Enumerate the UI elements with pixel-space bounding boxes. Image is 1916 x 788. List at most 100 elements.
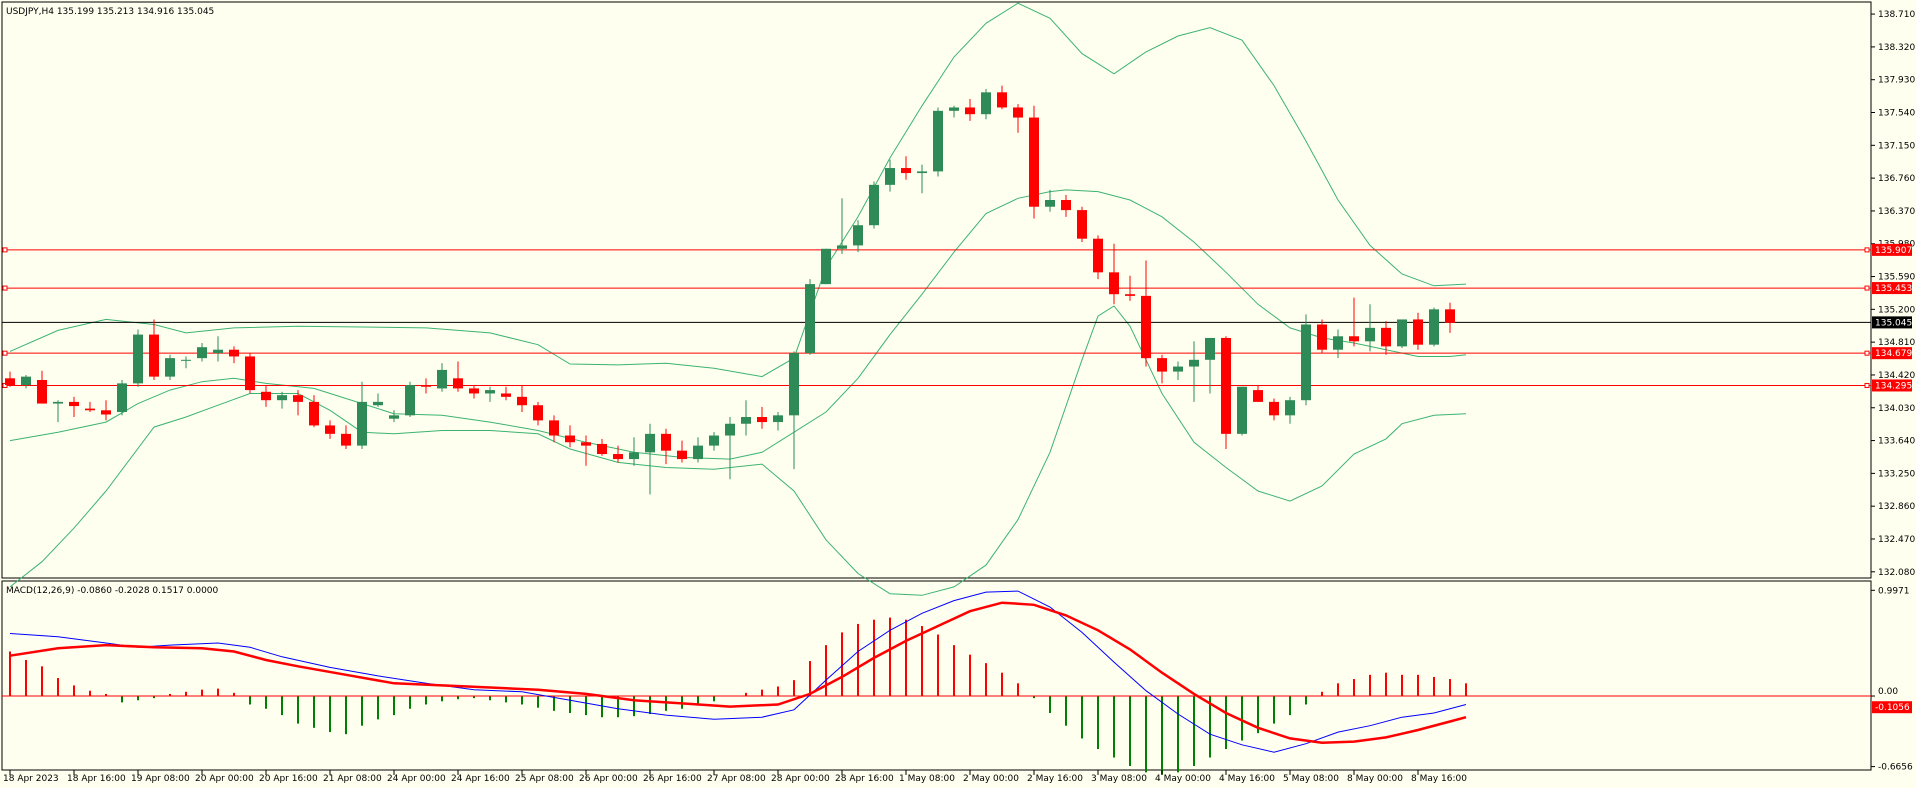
price-tick-label: 132.470 [1878, 535, 1915, 545]
candle [821, 248, 831, 285]
time-tick-label: 19 Apr 08:00 [131, 774, 190, 784]
candle [5, 371, 15, 387]
price-tick-label: 134.030 [1878, 404, 1915, 414]
candle [1141, 260, 1151, 367]
candle [581, 435, 591, 466]
price-tick-label: 135.200 [1878, 305, 1915, 315]
macd-value-tag-text: -0.1056 [1875, 703, 1910, 713]
candle [1253, 385, 1263, 402]
candle [949, 105, 959, 118]
level-handle[interactable] [1864, 382, 1870, 388]
candle [1093, 235, 1103, 280]
candle [1029, 105, 1039, 219]
candle [629, 437, 639, 466]
macd-tick-label: 0.9971 [1878, 586, 1910, 596]
candle [229, 346, 239, 364]
candle [853, 220, 863, 253]
candle [613, 445, 623, 463]
candle [901, 156, 911, 180]
time-tick-label: 20 Apr 00:00 [195, 774, 254, 784]
candle [1285, 396, 1295, 424]
level-price-tag [1872, 347, 1912, 360]
time-tick-label: 8 May 00:00 [1347, 774, 1403, 784]
time-tick-label: 25 Apr 08:00 [515, 774, 574, 784]
level-price-tag-text: 134.679 [1875, 349, 1912, 359]
candle [869, 181, 879, 229]
candle [85, 401, 95, 412]
candle [501, 386, 511, 401]
candle [1013, 104, 1023, 133]
candle [485, 386, 495, 402]
current-price-tag-text: 135.045 [1875, 318, 1912, 328]
price-axis: 138.710 138.320 137.930 137.540 137.150 136.7… [1871, 10, 1915, 773]
candle [277, 391, 287, 409]
price-panel[interactable] [1, 1, 1872, 579]
candle [405, 381, 415, 418]
candle [133, 329, 143, 387]
horizontal-levels[interactable] [2, 247, 1871, 388]
price-tick-label: 137.150 [1878, 141, 1915, 151]
candle [1301, 314, 1311, 406]
time-tick-label: 2 May 00:00 [963, 774, 1019, 784]
candle [965, 99, 975, 121]
candle [149, 319, 159, 381]
level-handle[interactable] [2, 247, 8, 253]
candle [549, 415, 559, 443]
level-handle[interactable] [2, 285, 8, 291]
candle [661, 428, 671, 465]
level-handle[interactable] [1864, 247, 1870, 253]
macd-main-line [9, 590, 1467, 753]
time-tick-label: 27 Apr 08:00 [707, 774, 766, 784]
candle [21, 374, 31, 389]
candle [1397, 319, 1407, 349]
time-tick-label: 2 May 16:00 [1027, 774, 1083, 784]
macd-panel[interactable] [1, 580, 1872, 771]
time-tick-label: 26 Apr 16:00 [643, 774, 702, 784]
candle [213, 336, 223, 362]
time-tick-label: 4 May 00:00 [1155, 774, 1211, 784]
candle [1157, 354, 1167, 384]
candles [5, 85, 1455, 495]
level-handle[interactable] [2, 350, 8, 356]
candle [693, 437, 703, 463]
price-tick-label: 133.640 [1878, 437, 1915, 447]
macd-value-tag [1872, 701, 1912, 714]
candle [437, 363, 447, 392]
candle [709, 432, 719, 451]
macd-tick-label: 0.00 [1878, 687, 1898, 697]
level-handle[interactable] [1864, 350, 1870, 356]
time-tick-label: 24 Apr 16:00 [451, 774, 510, 784]
price-tick-label: 138.320 [1878, 43, 1915, 53]
candle [1317, 319, 1327, 354]
time-tick-label: 3 May 08:00 [1091, 774, 1147, 784]
candle [1381, 321, 1391, 355]
candle [1333, 329, 1343, 359]
candle [261, 385, 271, 407]
candle [1445, 302, 1455, 333]
candle [1221, 336, 1231, 449]
time-tick-label: 28 Apr 16:00 [835, 774, 894, 784]
level-handle[interactable] [1864, 285, 1870, 291]
price-tick-label: 132.860 [1878, 502, 1915, 512]
time-tick-label: 21 Apr 08:00 [323, 774, 382, 784]
macd-tick-label: -0.6656 [1878, 763, 1913, 773]
price-tick-label: 137.540 [1878, 109, 1915, 119]
candle [341, 425, 351, 449]
time-tick-label: 26 Apr 00:00 [579, 774, 638, 784]
time-tick-label: 18 Apr 2023 [3, 774, 59, 784]
level-price-tag [1872, 282, 1912, 295]
bollinger-lower [9, 305, 1467, 596]
time-tick-label: 28 Apr 00:00 [771, 774, 830, 784]
price-tick-label: 136.760 [1878, 174, 1915, 184]
bollinger-middle [9, 189, 1467, 460]
candle [293, 390, 303, 416]
time-tick-label: 18 Apr 16:00 [67, 774, 126, 784]
candle [997, 85, 1007, 110]
candle [885, 159, 895, 192]
candle [725, 417, 735, 480]
time-axis: 18 Apr 2023 18 Apr 16:00 19 Apr 08:00 20 Ap… [3, 770, 1467, 784]
candle [325, 420, 335, 439]
candle [309, 395, 319, 428]
candle [469, 385, 479, 399]
